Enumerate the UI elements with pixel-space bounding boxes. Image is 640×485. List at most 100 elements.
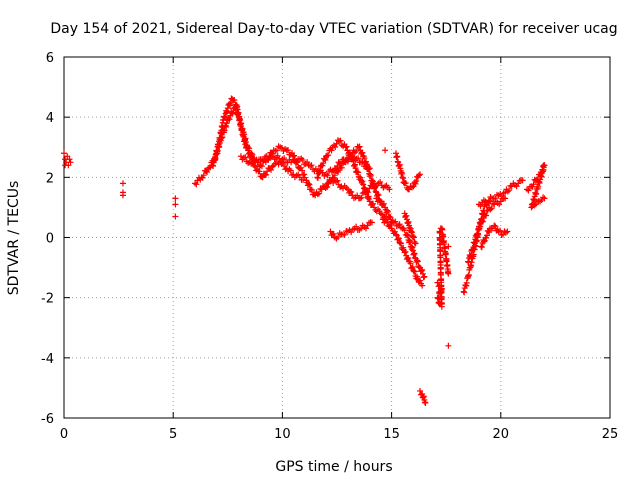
- data-point-fill: [356, 143, 363, 150]
- data-point-fill: [395, 236, 402, 243]
- y-tick-label: -4: [41, 352, 54, 367]
- data-point: [368, 219, 375, 226]
- data-point-fill: [401, 227, 408, 234]
- data-point-fill: [420, 274, 427, 281]
- data-point: [382, 147, 389, 154]
- data-point-fill: [387, 221, 394, 228]
- data-point-fill: [418, 267, 425, 274]
- data-point-fill: [304, 159, 311, 166]
- data-point-fill: [269, 163, 276, 170]
- data-point-fill: [226, 102, 233, 109]
- data-point-fill: [359, 149, 366, 156]
- data-point: [384, 219, 391, 226]
- data-point-fill: [414, 273, 421, 280]
- data-point-fill: [497, 227, 504, 234]
- data-point-fill: [274, 152, 281, 159]
- data-point-fill: [407, 260, 414, 267]
- y-tick-label: -2: [41, 292, 54, 307]
- data-point-fill: [246, 145, 253, 152]
- data-point-fill: [347, 188, 354, 195]
- data-point-fill: [402, 248, 409, 255]
- data-point: [445, 270, 452, 277]
- data-point-fill: [414, 257, 421, 264]
- data-point-fill: [306, 181, 313, 188]
- tick-labels: 0 5 10 15 20 25 -6 -4 -2 0 2 4 6: [41, 51, 618, 442]
- data-point-fill: [256, 168, 263, 175]
- data-point-fill: [327, 178, 334, 185]
- data-point-fill: [291, 152, 298, 159]
- data-point: [445, 243, 452, 250]
- data-point: [355, 144, 362, 151]
- data-point: [323, 183, 330, 190]
- data-point-fill: [316, 190, 323, 197]
- data-point: [445, 342, 452, 349]
- data-point-fill: [320, 160, 327, 167]
- data-point: [377, 210, 384, 217]
- data-point-fill: [487, 206, 494, 213]
- data-point: [119, 180, 126, 187]
- data-point-fill: [300, 171, 307, 178]
- data-point-fill: [506, 187, 513, 194]
- data-point: [401, 249, 408, 256]
- data-point-fill: [273, 147, 280, 154]
- data-point-fill: [411, 268, 418, 275]
- y-tick-label: 6: [46, 51, 54, 66]
- data-point: [412, 240, 419, 247]
- data-point-fill: [341, 231, 348, 238]
- data-point-fill: [374, 191, 381, 198]
- data-point-fill: [249, 151, 256, 158]
- data-point: [386, 186, 393, 193]
- chart-title: Day 154 of 2021, Sidereal Day-to-day VTE…: [50, 21, 617, 37]
- y-tick-label: 2: [46, 171, 54, 186]
- data-point: [484, 207, 491, 214]
- data-point: [172, 195, 179, 202]
- data-point-fill: [285, 147, 292, 154]
- data-point: [119, 192, 126, 199]
- data-point: [519, 177, 526, 184]
- data-point: [257, 162, 264, 169]
- data-point-fill: [331, 172, 338, 179]
- data-point: [421, 273, 428, 280]
- data-point: [349, 150, 356, 157]
- data-point-fill: [477, 202, 484, 209]
- data-point-fill: [258, 163, 265, 170]
- data-point-fill: [194, 177, 201, 184]
- data-point-fill: [492, 223, 499, 230]
- data-point: [392, 231, 399, 238]
- x-tick-label: 15: [383, 427, 400, 442]
- data-point-fill: [413, 178, 420, 185]
- data-point: [386, 213, 393, 220]
- data-point-fill: [492, 195, 499, 202]
- data-point: [62, 162, 69, 169]
- data-point: [342, 144, 349, 151]
- x-tick-label: 0: [60, 427, 68, 442]
- data-point-fill: [232, 104, 239, 111]
- data-point-fill: [337, 184, 344, 191]
- data-point: [377, 198, 384, 205]
- data-point-fill: [338, 142, 345, 149]
- data-point: [537, 198, 544, 205]
- data-point-fill: [357, 174, 364, 181]
- data-point-fill: [504, 188, 511, 195]
- data-point-fill: [358, 194, 365, 201]
- data-point-fill: [193, 181, 200, 188]
- data-point: [307, 186, 314, 193]
- data-point-fill: [396, 221, 403, 228]
- x-tick-label: 20: [493, 427, 510, 442]
- data-point-fill: [483, 212, 490, 219]
- data-point-fill: [231, 97, 238, 104]
- data-point: [192, 180, 199, 187]
- data-point-fill: [405, 255, 412, 262]
- data-point-fill: [486, 229, 493, 236]
- data-point-fill: [333, 178, 340, 185]
- data-point-fill: [200, 172, 207, 179]
- data-point-fill: [483, 232, 490, 239]
- data-point-fill: [324, 184, 331, 191]
- y-tick-label: -6: [41, 412, 54, 427]
- x-tick-label: 25: [602, 427, 619, 442]
- data-point-fill: [330, 230, 337, 237]
- data-point-fill: [409, 263, 416, 270]
- data-point-fill: [242, 154, 249, 161]
- data-point-fill: [351, 149, 358, 156]
